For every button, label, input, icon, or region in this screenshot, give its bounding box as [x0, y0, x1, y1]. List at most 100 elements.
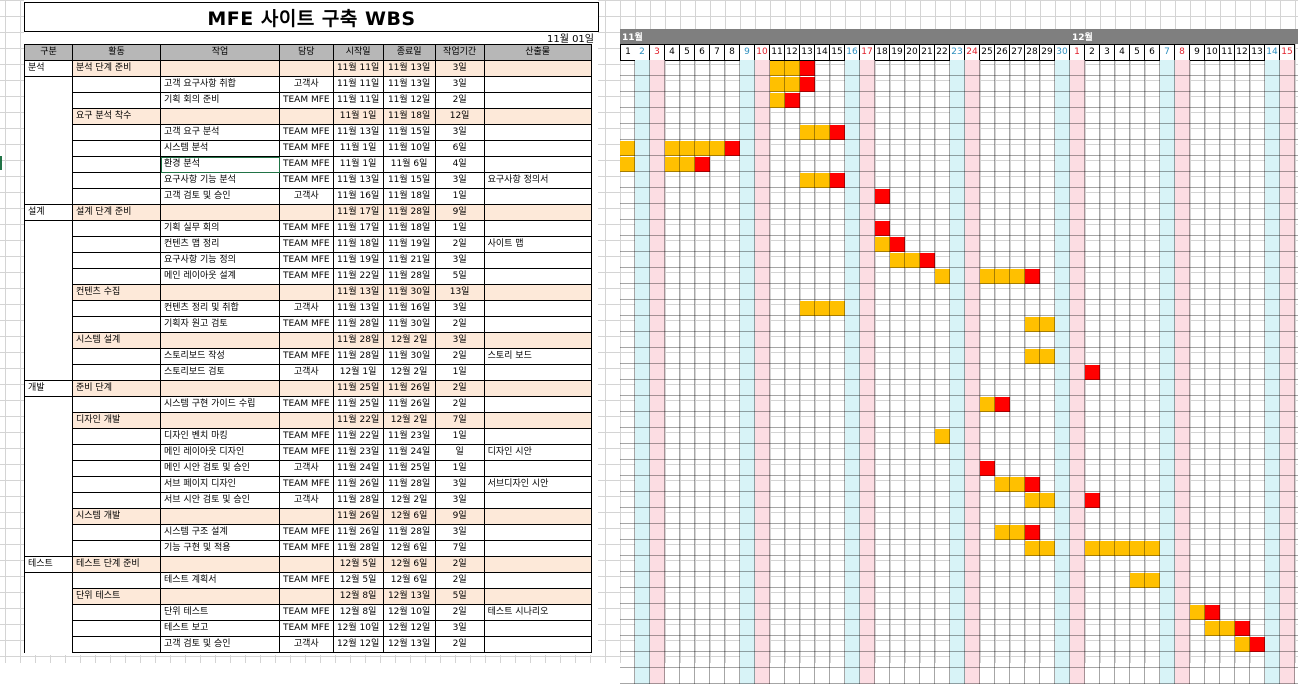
gantt-bar-cell[interactable] — [1025, 349, 1040, 364]
owner-cell[interactable]: TEAM MFE — [279, 236, 334, 253]
group-cell[interactable] — [24, 156, 73, 173]
output-cell[interactable]: 요구사항 정의서 — [483, 172, 592, 189]
gantt-end-cell[interactable] — [995, 397, 1010, 412]
group-cell[interactable] — [24, 620, 73, 637]
duration-cell[interactable]: 4일 — [434, 156, 485, 173]
end-cell[interactable]: 11월 18일 — [382, 108, 436, 125]
gantt-bar-cell[interactable] — [830, 301, 845, 316]
output-cell[interactable] — [483, 300, 592, 317]
start-cell[interactable]: 11월 28일 — [332, 332, 384, 349]
gantt-bar-cell[interactable] — [1145, 541, 1160, 556]
duration-cell[interactable]: 12일 — [434, 108, 485, 125]
gantt-end-cell[interactable] — [725, 141, 740, 156]
group-cell[interactable] — [24, 188, 73, 205]
day-header-cell[interactable]: 19 — [890, 44, 905, 61]
start-cell[interactable]: 11월 1일 — [332, 140, 384, 157]
duration-cell[interactable]: 3일 — [434, 300, 485, 317]
duration-cell[interactable]: 1일 — [434, 364, 485, 381]
gantt-bar-cell[interactable] — [1235, 637, 1250, 652]
output-cell[interactable]: 서브디자인 시안 — [483, 476, 592, 493]
group-cell[interactable] — [24, 460, 73, 477]
output-cell[interactable] — [483, 588, 592, 605]
group-cell[interactable]: 분석 — [24, 60, 73, 77]
duration-cell[interactable]: 2일 — [434, 316, 485, 333]
duration-cell[interactable]: 2일 — [434, 236, 485, 253]
duration-cell[interactable]: 5일 — [434, 588, 485, 605]
start-cell[interactable]: 12월 1일 — [332, 364, 384, 381]
start-cell[interactable]: 11월 28일 — [332, 492, 384, 509]
gantt-end-cell[interactable] — [980, 461, 995, 476]
task-cell[interactable] — [160, 60, 280, 77]
gantt-bar-cell[interactable] — [890, 253, 905, 268]
day-header-cell[interactable]: 13 — [800, 44, 815, 61]
output-cell[interactable]: 디자인 시안 — [483, 444, 592, 461]
gantt-end-cell[interactable] — [1025, 477, 1040, 492]
group-cell[interactable] — [24, 316, 73, 333]
task-cell[interactable]: 기획 실무 회의 — [160, 220, 280, 237]
end-cell[interactable]: 11월 16일 — [382, 300, 436, 317]
gantt-end-cell[interactable] — [1025, 269, 1040, 284]
task-cell[interactable] — [160, 204, 280, 221]
start-cell[interactable]: 11월 26일 — [332, 524, 384, 541]
task-cell[interactable]: 메인 레이아웃 디자인 — [160, 444, 280, 461]
task-cell[interactable]: 테스트 계획서 — [160, 572, 280, 589]
gantt-bar-cell[interactable] — [980, 397, 995, 412]
activity-cell[interactable] — [72, 636, 161, 653]
owner-cell[interactable]: 고객사 — [279, 636, 334, 653]
header-output[interactable]: 산출물 — [483, 44, 592, 61]
duration-cell[interactable]: 1일 — [434, 428, 485, 445]
start-cell[interactable]: 11월 25일 — [332, 396, 384, 413]
gantt-end-cell[interactable] — [920, 253, 935, 268]
output-cell[interactable] — [483, 540, 592, 557]
gantt-bar-cell[interactable] — [665, 141, 680, 156]
gantt-end-cell[interactable] — [1235, 621, 1250, 636]
start-cell[interactable]: 11월 17일 — [332, 204, 384, 221]
day-header-cell[interactable]: 16 — [845, 44, 860, 61]
task-cell[interactable]: 서브 시안 검토 및 승인 — [160, 492, 280, 509]
gantt-end-cell[interactable] — [1085, 365, 1100, 380]
day-header-cell[interactable]: 20 — [905, 44, 920, 61]
gantt-bar-cell[interactable] — [1085, 541, 1100, 556]
day-header-cell[interactable]: 6 — [695, 44, 710, 61]
output-cell[interactable] — [483, 380, 592, 397]
day-header-cell[interactable]: 7 — [710, 44, 725, 61]
gantt-bar-cell[interactable] — [695, 141, 710, 156]
header-task[interactable]: 작업 — [160, 44, 280, 61]
gantt-bar-cell[interactable] — [1040, 493, 1055, 508]
owner-cell[interactable]: TEAM MFE — [279, 156, 334, 173]
gantt-bar-cell[interactable] — [815, 125, 830, 140]
gantt-bar-cell[interactable] — [770, 93, 785, 108]
gantt-end-cell[interactable] — [830, 125, 845, 140]
activity-cell[interactable] — [72, 364, 161, 381]
header-activity[interactable]: 활동 — [72, 44, 161, 61]
task-cell[interactable]: 스토리보드 검토 — [160, 364, 280, 381]
duration-cell[interactable]: 3일 — [434, 252, 485, 269]
group-cell[interactable] — [24, 524, 73, 541]
group-cell[interactable]: 설계 — [24, 204, 73, 221]
header-owner[interactable]: 담당 — [279, 44, 334, 61]
activity-cell[interactable] — [72, 476, 161, 493]
end-cell[interactable]: 11월 30일 — [382, 316, 436, 333]
duration-cell[interactable]: 3일 — [434, 172, 485, 189]
day-header-cell[interactable]: 15 — [1280, 44, 1295, 61]
gantt-end-cell[interactable] — [800, 61, 815, 76]
gantt-end-cell[interactable] — [875, 221, 890, 236]
activity-cell[interactable] — [72, 540, 161, 557]
activity-cell[interactable] — [72, 492, 161, 509]
activity-cell[interactable] — [72, 348, 161, 365]
activity-cell[interactable]: 준비 단계 — [72, 380, 161, 397]
start-cell[interactable]: 11월 11일 — [332, 76, 384, 93]
day-header-cell[interactable]: 3 — [650, 44, 665, 61]
owner-cell[interactable] — [279, 556, 334, 573]
duration-cell[interactable]: 3일 — [434, 524, 485, 541]
activity-cell[interactable] — [72, 604, 161, 621]
end-cell[interactable]: 11월 12일 — [382, 92, 436, 109]
duration-cell[interactable]: 3일 — [434, 476, 485, 493]
activity-cell[interactable] — [72, 76, 161, 93]
output-cell[interactable]: 사이트 맵 — [483, 236, 592, 253]
task-cell[interactable]: 고객 검토 및 승인 — [160, 188, 280, 205]
task-cell[interactable] — [160, 412, 280, 429]
gantt-bar-cell[interactable] — [1190, 605, 1205, 620]
gantt-bar-cell[interactable] — [905, 253, 920, 268]
header-start[interactable]: 시작일 — [332, 44, 384, 61]
